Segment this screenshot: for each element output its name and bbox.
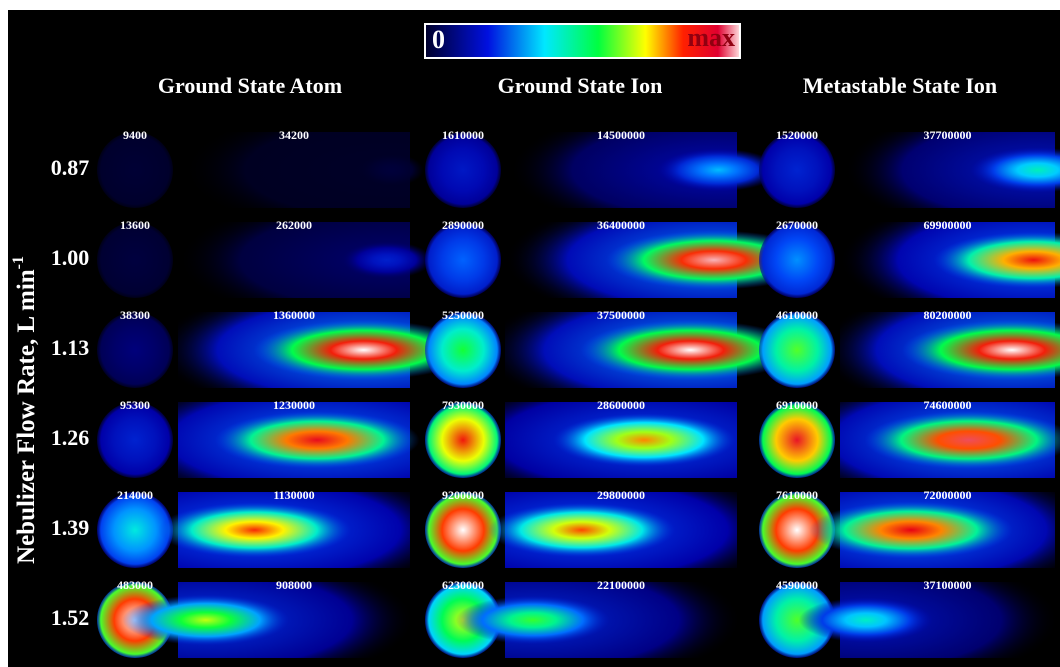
radial-max-value: 1520000 [776,128,818,142]
row-label: 1.39 [51,515,90,540]
side-max-value: 262000 [276,218,312,232]
row-label: 1.00 [51,245,90,270]
side-max-value: 69900000 [924,218,972,232]
radial-max-value: 7930000 [442,398,484,412]
figure: 0 max Nebulizer Flow Rate, L min-1 Groun… [0,0,1060,667]
radial-max-value: 214000 [117,488,153,502]
side-max-value: 22100000 [597,578,645,592]
side-image [505,402,737,478]
column-title: Ground State Ion [498,73,663,98]
side-image [178,222,432,298]
side-max-value: 72000000 [924,488,972,502]
page: 0 max Nebulizer Flow Rate, L min-1 Groun… [0,0,1060,667]
column-title: Ground State Atom [158,73,342,98]
radial-max-value: 38300 [120,308,150,322]
side-max-value: 1130000 [273,488,314,502]
side-image [840,132,1060,208]
side-max-value: 28600000 [597,398,645,412]
colorbar-max: max [687,23,735,52]
side-max-value: 908000 [276,578,312,592]
side-image [488,492,737,568]
radial-max-value: 9200000 [442,488,484,502]
side-max-value: 37100000 [924,578,972,592]
side-max-value: 1230000 [273,398,315,412]
radial-max-value: 2890000 [442,218,484,232]
row-label: 1.13 [51,335,90,360]
side-image [840,402,1060,478]
radial-image [97,402,173,478]
row-label: 1.52 [51,605,90,630]
side-max-value: 36400000 [597,218,645,232]
radial-max-value: 1610000 [442,128,484,142]
radial-image [425,402,501,478]
radial-max-value: 6230000 [442,578,484,592]
side-max-value: 34200 [279,128,309,142]
radial-max-value: 5250000 [442,308,484,322]
radial-max-value: 95300 [120,398,150,412]
radial-max-value: 13600 [120,218,150,232]
radial-image [759,402,835,478]
radial-max-value: 2670000 [776,218,818,232]
side-max-value: 29800000 [597,488,645,502]
radial-max-value: 7610000 [776,488,818,502]
side-image [158,492,410,568]
side-image [840,222,1060,298]
side-max-value: 37700000 [924,128,972,142]
radial-image [759,132,835,208]
side-max-value: 1360000 [273,308,315,322]
radial-max-value: 483000 [117,578,153,592]
radial-image [759,222,835,298]
colorbar-min: 0 [432,25,445,54]
radial-max-value: 9400 [123,128,147,142]
y-axis-label-sup: -1 [10,256,27,269]
side-max-value: 74600000 [924,398,972,412]
side-max-value: 14500000 [597,128,645,142]
side-image [178,132,423,208]
radial-image [97,132,173,208]
radial-image [425,312,501,388]
radial-image [425,132,501,208]
radial-max-value: 4590000 [776,578,818,592]
side-image [178,402,420,478]
radial-image [97,222,173,298]
radial-max-value: 4610000 [776,308,818,322]
row-label: 0.87 [51,155,90,180]
radial-image [97,312,173,388]
side-max-value: 37500000 [597,308,645,322]
radial-image [425,222,501,298]
column-title: Metastable State Ion [803,73,997,98]
radial-image [759,312,835,388]
side-image [809,492,1055,568]
row-label: 1.26 [51,425,90,450]
side-image [840,312,1060,388]
side-max-value: 80200000 [924,308,972,322]
y-axis-label-text: Nebulizer Flow Rate, L min [13,269,40,564]
radial-max-value: 6910000 [776,398,818,412]
y-axis-label: Nebulizer Flow Rate, L min-1 [10,256,40,564]
